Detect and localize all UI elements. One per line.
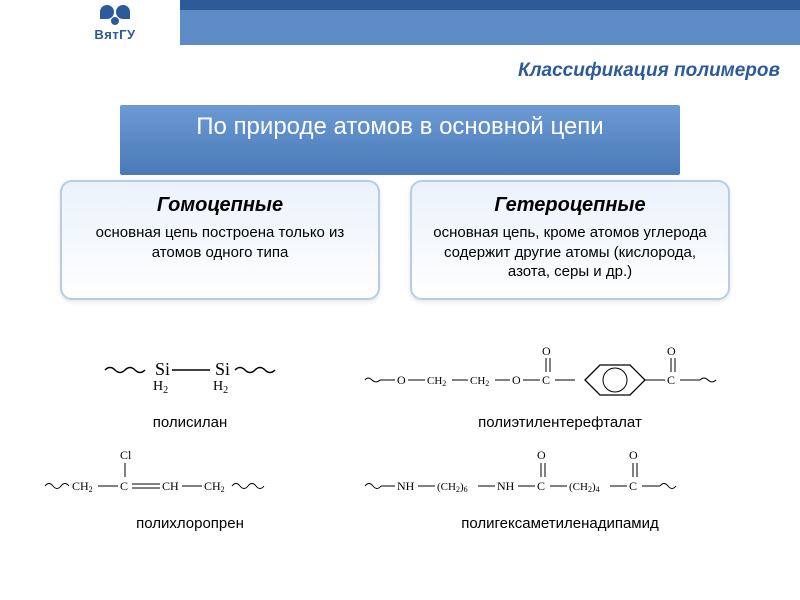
svg-text:CH: CH: [162, 479, 179, 493]
card-hetero-title: Гетероцепные: [426, 194, 714, 217]
svg-text:CH2: CH2: [204, 479, 225, 494]
logo: ВятГУ: [60, 5, 170, 42]
svg-text:CH2: CH2: [427, 375, 446, 388]
svg-text:CH2: CH2: [72, 479, 93, 494]
svg-text:O: O: [542, 344, 551, 358]
svg-text:C: C: [629, 479, 637, 493]
structures-row-1: Si H2 Si H2 полисилан O: [40, 340, 760, 431]
structures-area: Si H2 Si H2 полисилан O: [40, 340, 760, 542]
pet-label: полиэтилентерефталат: [360, 414, 760, 431]
svg-text:C: C: [667, 373, 675, 387]
svg-text:C: C: [542, 373, 550, 387]
page-title: Классификация полимеров: [518, 60, 780, 82]
struct-polyhexamide: NH (CH2)6 NH C O (CH2)4 C: [360, 441, 760, 532]
struct-polychloroprene: CH2 C Cl CH CH2 полихлоропрен: [40, 441, 340, 532]
topbar-stripe-light: [180, 10, 800, 45]
banner-heading: По природе атомов в основной цепи: [120, 105, 680, 175]
topbar-stripe-dark: [180, 0, 800, 10]
slide: ВятГУ Классификация полимеров По природе…: [0, 0, 800, 600]
card-homo-text: основная цепь построена только из атомов…: [76, 223, 364, 262]
struct-pet: O CH2 CH2 O C O: [360, 340, 760, 431]
polysilane-label: полисилан: [40, 414, 340, 431]
svg-text:Si: Si: [155, 359, 170, 379]
logo-text: ВятГУ: [60, 27, 170, 42]
svg-text:O: O: [667, 344, 676, 358]
svg-text:C: C: [120, 479, 128, 493]
svg-text:H2: H2: [213, 379, 228, 396]
polysilane-formula-icon: Si H2 Si H2: [40, 340, 340, 410]
svg-text:O: O: [512, 373, 521, 387]
svg-text:NH: NH: [497, 479, 515, 493]
svg-text:C: C: [537, 479, 545, 493]
structures-row-2: CH2 C Cl CH CH2 полихлоропрен: [40, 441, 760, 532]
svg-text:Cl: Cl: [120, 448, 132, 462]
card-hetero: Гетероцепные основная цепь, кроме атомов…: [410, 180, 730, 300]
svg-text:O: O: [537, 448, 546, 462]
svg-text:(CH2)4: (CH2)4: [569, 481, 600, 494]
polyhexamide-formula-icon: NH (CH2)6 NH C O (CH2)4 C: [360, 441, 760, 511]
cards-row: Гомоцепные основная цепь построена тольк…: [60, 180, 730, 300]
svg-text:O: O: [397, 373, 406, 387]
svg-text:O: O: [629, 448, 638, 462]
svg-text:CH2: CH2: [470, 375, 489, 388]
svg-text:NH: NH: [397, 479, 415, 493]
card-homo: Гомоцепные основная цепь построена тольк…: [60, 180, 380, 300]
struct-polysilane: Si H2 Si H2 полисилан: [40, 340, 340, 431]
pet-formula-icon: O CH2 CH2 O C O: [360, 340, 760, 410]
svg-text:Si: Si: [215, 359, 230, 379]
card-homo-title: Гомоцепные: [76, 194, 364, 217]
polychloroprene-formula-icon: CH2 C Cl CH CH2: [40, 441, 340, 511]
polychloroprene-label: полихлоропрен: [40, 515, 340, 532]
polyhexamide-label: полигексаметиленадипамид: [360, 515, 760, 532]
svg-text:H2: H2: [153, 379, 168, 396]
card-hetero-text: основная цепь, кроме атомов углерода сод…: [426, 223, 714, 282]
logo-ball-icon: [111, 17, 119, 25]
svg-text:(CH2)6: (CH2)6: [437, 481, 468, 494]
